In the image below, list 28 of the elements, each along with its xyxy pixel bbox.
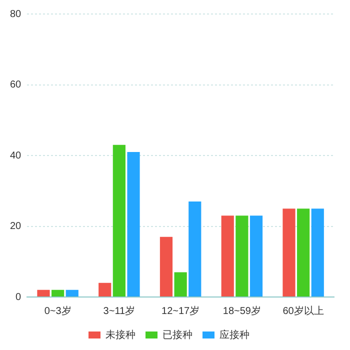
bar (236, 216, 248, 296)
bar (66, 290, 78, 296)
legend-label: 应接种 (220, 328, 250, 341)
y-tick-label: 60 (10, 80, 22, 90)
bar (188, 201, 202, 296)
x-tick-label: 0~3岁 (44, 304, 72, 317)
bar (112, 144, 126, 296)
x-tick-label: 12~17岁 (162, 304, 200, 317)
y-tick-label: 20 (10, 221, 22, 232)
bar (297, 208, 310, 296)
bar (282, 208, 296, 296)
bar (98, 282, 112, 296)
x-tick-label: 18~59岁 (222, 304, 261, 317)
y-tick-label: 0 (16, 292, 22, 303)
x-tick-label: 60岁以上 (282, 304, 324, 317)
bar (221, 216, 234, 296)
bar (174, 272, 187, 296)
y-tick-label: 40 (10, 150, 22, 162)
bar (52, 290, 64, 296)
bar (250, 216, 263, 296)
bar (311, 208, 324, 296)
x-tick-label: 3~11岁 (103, 304, 136, 317)
legend-label: 未接种 (106, 328, 136, 341)
legend-label: 已接种 (162, 328, 192, 341)
y-tick-label: 80 (10, 8, 22, 20)
bar (160, 236, 173, 296)
bar (37, 290, 50, 296)
bar (127, 152, 140, 296)
